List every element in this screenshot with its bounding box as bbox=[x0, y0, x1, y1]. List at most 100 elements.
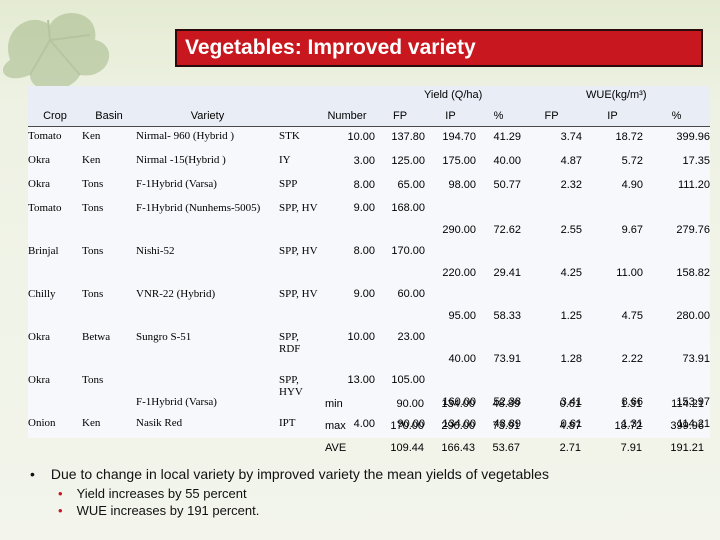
variety-cell: Nishi-52 bbox=[136, 245, 175, 257]
wue-fp-cell: 2.55 bbox=[560, 224, 582, 236]
wue-fp-cell: 4.25 bbox=[560, 267, 582, 279]
summary-label: max bbox=[325, 420, 346, 432]
basin-cell: Tons bbox=[82, 178, 104, 190]
wue-pct-cell: 17.35 bbox=[682, 155, 710, 167]
code-cell: STK bbox=[279, 130, 300, 142]
wue-pct-cell: 279.76 bbox=[676, 224, 710, 236]
vegetable-variety-table: Crop Basin Variety Number FP IP % FP IP … bbox=[28, 106, 710, 438]
number-cell: 10.00 bbox=[347, 331, 375, 343]
basin-cell: Betwa bbox=[82, 331, 111, 343]
summary-label: min bbox=[325, 398, 343, 410]
yield-ip-cell: 134.00 bbox=[442, 418, 476, 430]
wue-fp-cell: 4.87 bbox=[560, 155, 582, 167]
crop-cell: Tomato bbox=[28, 202, 62, 214]
summary-yield-pct: 53.67 bbox=[492, 442, 520, 454]
summary-row-ave: AVE 109.44 166.43 53.67 2.71 7.91 191.21 bbox=[0, 442, 720, 460]
bullet-sub-text: Yield increases by 55 percent bbox=[76, 486, 247, 501]
table-row: Tomato Ken Nirmal- 960 (Hybrid ) STK 10.… bbox=[28, 127, 710, 152]
bullet-main-text: Due to change in local variety by improv… bbox=[50, 466, 549, 482]
yield-ip-cell: 194.70 bbox=[442, 131, 476, 143]
table-row: Okra Tons F-1Hybrid (Varsa) SPP 8.00 65.… bbox=[28, 175, 710, 199]
slide-title: Vegetables: Improved variety bbox=[185, 36, 476, 59]
bullet-sub-item: • Yield increases by 55 percent bbox=[58, 486, 247, 501]
col-header-yield-pct: % bbox=[476, 106, 521, 127]
basin-cell: Tons bbox=[82, 374, 104, 386]
code-cell: SPP, HV bbox=[279, 245, 318, 257]
summary-yield-ip: 166.43 bbox=[441, 442, 475, 454]
table-row: Okra Betwa Sungro S-51 SPP, RDF 10.00 23… bbox=[28, 328, 710, 371]
summary-row-max: max 170.00 290.00 73.91 4.87 18.72 399.9… bbox=[0, 420, 720, 438]
code-cell: SPP, HV bbox=[279, 202, 318, 214]
wue-ip-cell: 8.66 bbox=[621, 396, 643, 408]
code-cell: SPP bbox=[279, 178, 298, 190]
yield-ip-cell: 95.00 bbox=[448, 310, 476, 322]
yield-ip-cell: 160.00 bbox=[442, 396, 476, 408]
yield-pct-cell: 48.89 bbox=[493, 418, 521, 430]
yield-ip-cell: 175.00 bbox=[442, 155, 476, 167]
basin-cell: Ken bbox=[82, 154, 101, 166]
crop-cell: Okra bbox=[28, 154, 50, 166]
variety-cell: Nasik Red bbox=[136, 417, 183, 429]
wue-fp-cell: 0.61 bbox=[560, 418, 582, 430]
yield-pct-cell: 73.91 bbox=[493, 353, 521, 365]
wue-pct-cell: 158.82 bbox=[676, 267, 710, 279]
summary-row-min: min 90.00 134.00 48.89 0.61 1.31 114.21 bbox=[0, 398, 720, 416]
yield-fp-cell: 105.00 bbox=[391, 374, 425, 386]
wue-fp-cell: 1.28 bbox=[560, 353, 582, 365]
col-header-number: Number bbox=[319, 106, 375, 127]
wue-fp-cell: 1.25 bbox=[560, 310, 582, 322]
yield-pct-cell: 58.33 bbox=[493, 310, 521, 322]
summary-wue-ip: 1.31 bbox=[620, 398, 642, 410]
code-cell: SPP, HYV bbox=[279, 374, 303, 398]
wue-ip-cell: 4.90 bbox=[621, 179, 643, 191]
grape-leaf-decoration bbox=[2, 13, 110, 90]
summary-yield-ip: 290.00 bbox=[441, 420, 475, 432]
summary-yield-fp: 170.00 bbox=[390, 420, 424, 432]
wue-group-header: WUE(kg/m³) bbox=[586, 89, 647, 101]
wue-pct-cell: 280.00 bbox=[676, 310, 710, 322]
col-header-variety: Variety bbox=[136, 106, 279, 127]
wue-fp-cell: 3.74 bbox=[560, 131, 582, 143]
bullet-dot: • bbox=[30, 466, 35, 482]
number-cell: 9.00 bbox=[353, 202, 375, 214]
number-cell: 8.00 bbox=[353, 245, 375, 257]
crop-cell: Okra bbox=[28, 178, 50, 190]
col-header-yield-ip: IP bbox=[425, 106, 476, 127]
code-cell: IPT bbox=[279, 417, 296, 429]
yield-pct-cell: 72.62 bbox=[493, 224, 521, 236]
basin-cell: Ken bbox=[82, 417, 101, 429]
col-header-wue-pct: % bbox=[643, 106, 710, 127]
table-row: Okra Tons F-1Hybrid (Varsa) SPP, HYV 13.… bbox=[28, 371, 710, 414]
crop-cell: Brinjal bbox=[28, 245, 59, 257]
col-header-code bbox=[279, 106, 319, 127]
summary-yield-ip: 134.00 bbox=[441, 398, 475, 410]
number-cell: 4.00 bbox=[353, 418, 375, 430]
code-cell: SPP, RDF bbox=[279, 331, 301, 355]
yield-fp-cell: 125.00 bbox=[391, 155, 425, 167]
basin-cell: Ken bbox=[82, 130, 101, 142]
summary-wue-pct: 399.96 bbox=[670, 420, 704, 432]
yield-pct-cell: 29.41 bbox=[493, 267, 521, 279]
yield-fp-cell: 168.00 bbox=[391, 202, 425, 214]
yield-ip-cell: 220.00 bbox=[442, 267, 476, 279]
col-header-yield-fp: FP bbox=[375, 106, 425, 127]
variety-cell: Sungro S-51 bbox=[136, 331, 192, 343]
wue-ip-cell: 18.72 bbox=[615, 131, 643, 143]
yield-fp-cell: 170.00 bbox=[391, 245, 425, 257]
table-row: Brinjal Tons Nishi-52 SPP, HV 8.00 170.0… bbox=[28, 242, 710, 285]
wue-pct-cell: 111.20 bbox=[677, 179, 710, 191]
wue-ip-cell: 2.22 bbox=[621, 353, 643, 365]
crop-cell: Chilly bbox=[28, 288, 56, 300]
crop-cell: Okra bbox=[28, 331, 50, 343]
table-row: Okra Ken Nirmal -15(Hybrid ) IY 3.00 125… bbox=[28, 151, 710, 175]
basin-cell: Tons bbox=[82, 288, 104, 300]
yield-pct-cell: 52.38 bbox=[493, 396, 521, 408]
yield-ip-cell: 98.00 bbox=[448, 179, 476, 191]
col-header-wue-fp: FP bbox=[521, 106, 582, 127]
yield-fp-cell: 23.00 bbox=[397, 331, 425, 343]
variety-cell: F-1Hybrid (Nunhems-5005) bbox=[136, 202, 261, 214]
yield-pct-cell: 40.00 bbox=[493, 155, 521, 167]
crop-cell: Onion bbox=[28, 417, 56, 429]
col-header-wue-ip: IP bbox=[582, 106, 643, 127]
wue-ip-cell: 11.00 bbox=[616, 267, 643, 279]
